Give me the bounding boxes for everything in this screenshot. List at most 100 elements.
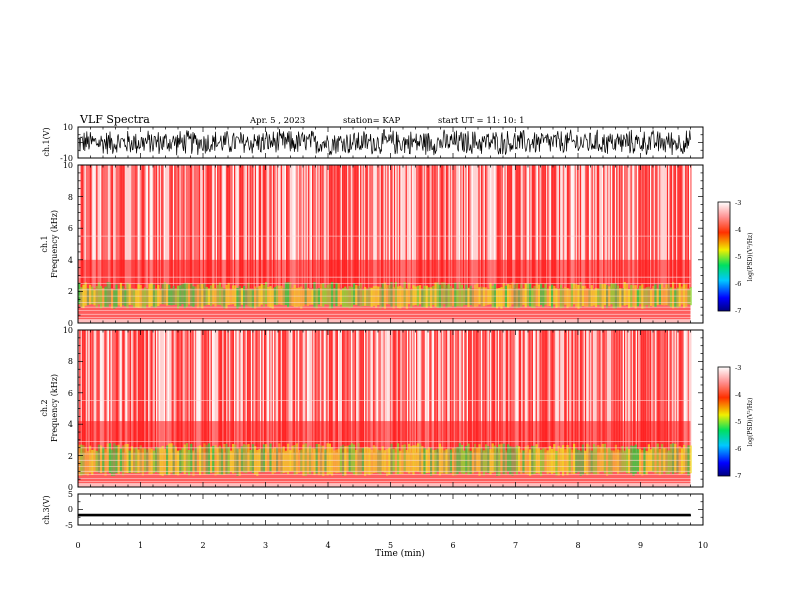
spectrum-streak	[118, 165, 120, 289]
ch1-spec-ytick-0: 0	[68, 319, 73, 328]
band-patch	[430, 287, 433, 308]
spectrum-streak	[495, 165, 497, 289]
spectrum-streak	[443, 165, 445, 289]
spectrum-streak	[209, 165, 211, 289]
spectrum-streak	[249, 330, 251, 453]
spectrum-streak	[222, 165, 224, 289]
spectrum-streak	[614, 330, 617, 453]
spectrum-streak	[348, 165, 350, 289]
spectrum-streak	[669, 330, 671, 453]
spectrum-streak	[479, 165, 481, 289]
spectrum-streak	[388, 330, 390, 453]
spectrum-streak	[551, 330, 553, 453]
spectrum-streak	[414, 330, 416, 453]
spectrum-streak	[683, 330, 686, 453]
band-patch	[282, 287, 285, 306]
spectrum-streak	[234, 330, 236, 453]
spectrum-streak	[664, 165, 666, 289]
band-patch	[232, 444, 235, 474]
spectrum-streak	[516, 330, 518, 453]
band-patch	[372, 445, 375, 473]
ch2-spec-ytick-4: 4	[68, 420, 73, 429]
spectrum-streak	[105, 330, 107, 453]
spectrum-streak	[345, 165, 348, 289]
spectrum-streak	[499, 330, 501, 453]
band-patch	[284, 450, 287, 473]
spectrum-streak	[273, 165, 275, 289]
band-patch	[243, 285, 246, 309]
spectrum-streak	[258, 165, 260, 289]
spectrum-streak	[396, 165, 398, 289]
spectrum-streak	[304, 165, 306, 289]
spectrum-streak	[551, 165, 553, 289]
spectrum-streak	[621, 165, 623, 289]
spectrum-streak	[474, 165, 476, 289]
band-patch	[449, 286, 452, 308]
spectrum-streak	[529, 165, 531, 289]
spectrum-streak	[148, 165, 150, 289]
spectrum-streak	[332, 165, 335, 289]
spectrum-streak	[96, 165, 98, 289]
spectrum-streak	[339, 165, 341, 289]
band-patch	[194, 447, 197, 473]
spectrum-streak	[105, 165, 107, 289]
spectrum-streak	[159, 165, 162, 289]
band-patch	[511, 446, 514, 476]
band-patch	[95, 285, 98, 308]
band-patch	[302, 288, 305, 307]
spectrum-streak	[318, 165, 320, 289]
spectrum-streak	[208, 330, 210, 453]
band-patch	[353, 444, 356, 475]
band-patch	[667, 450, 670, 475]
spectrum-streak	[371, 330, 374, 453]
ch1-cb-tick-m3: -3	[735, 199, 741, 207]
band-patch	[311, 448, 314, 472]
ch1-spec-ytick-2: 2	[68, 287, 73, 296]
ch2-cb-tick-m5: -5	[735, 418, 741, 426]
band-patch	[163, 448, 166, 475]
band-patch	[122, 285, 125, 306]
figure-title: VLF Spectra	[79, 113, 150, 126]
band-patch	[469, 450, 472, 474]
spectrum-streak	[322, 330, 324, 453]
spectrum-streak	[607, 330, 609, 453]
band-patch	[284, 282, 287, 305]
spectrum-streak	[122, 330, 124, 453]
band-patch	[588, 289, 591, 307]
spectrum-streak	[98, 165, 101, 289]
spectrum-streak	[616, 165, 618, 289]
spectrum-streak	[230, 165, 232, 289]
band-patch	[568, 289, 571, 307]
spectrum-streak	[110, 330, 112, 453]
spectrum-streak	[626, 330, 628, 453]
spectrum-streak	[500, 330, 502, 453]
band-patch	[570, 283, 573, 307]
spectrum-streak	[161, 165, 163, 289]
spectrum-streak	[471, 330, 474, 453]
band-patch	[680, 448, 683, 474]
ch2-cb-tick-m6: -6	[735, 445, 741, 453]
band-patch	[399, 285, 402, 309]
spectrum-streak	[191, 165, 193, 289]
band-patch	[526, 283, 529, 306]
spectrum-streak	[351, 165, 353, 289]
band-patch	[128, 283, 131, 305]
spectrum-streak	[590, 330, 592, 453]
spectrum-streak	[686, 165, 688, 289]
spectrum-streak	[574, 165, 576, 289]
spectrum-streak	[297, 165, 299, 289]
ch1-spec-ytick-4: 4	[68, 256, 73, 265]
band-patch	[144, 287, 147, 309]
spectrum-streak	[650, 165, 652, 289]
spectrum-streak	[158, 165, 160, 289]
ch2-colorbar: -3 -4 -5 -6 -7 log(PSD)(V²/Hz)	[717, 364, 754, 480]
band-patch	[672, 443, 675, 475]
spectrum-streak	[170, 165, 172, 289]
spectrum-streak	[438, 330, 440, 453]
spectrum-streak	[559, 330, 561, 453]
band-patch	[304, 282, 307, 305]
spectrum-streak	[468, 330, 470, 453]
spectrum-streak	[461, 330, 463, 453]
spectrum-streak	[525, 330, 527, 453]
